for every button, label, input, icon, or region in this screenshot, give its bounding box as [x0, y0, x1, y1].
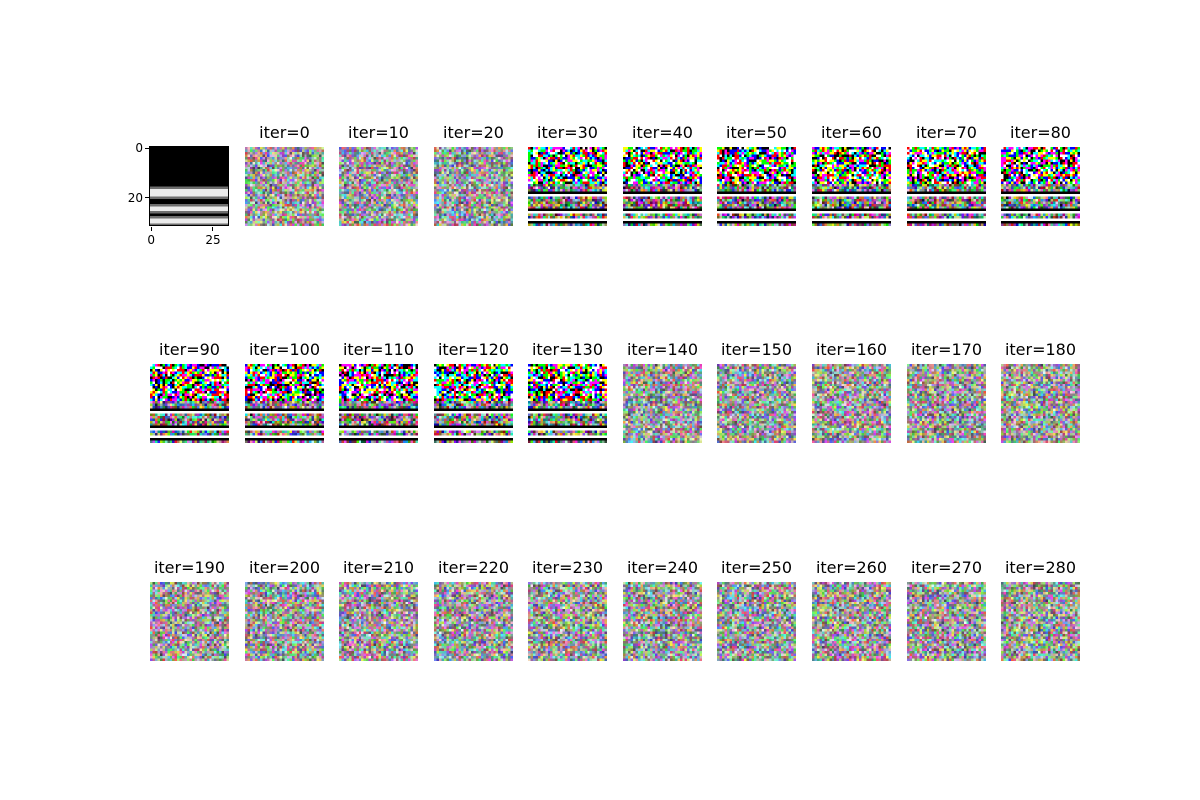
- iteration-image: [339, 364, 418, 443]
- panel-title: iter=140: [626, 340, 699, 359]
- y-tick-label: 20: [127, 190, 144, 205]
- panel-title: iter=120: [437, 340, 510, 359]
- iteration-image: [1001, 147, 1080, 226]
- panel-title: iter=50: [726, 123, 787, 142]
- x-tick-mark: [150, 227, 152, 231]
- iteration-image: [1001, 582, 1080, 661]
- iteration-image: [623, 364, 702, 443]
- iteration-image: [907, 364, 986, 443]
- iteration-image: [434, 582, 513, 661]
- panel-title: iter=90: [159, 340, 220, 359]
- iteration-image: [339, 582, 418, 661]
- panel-title: iter=40: [632, 123, 693, 142]
- panel-title: iter=260: [815, 558, 888, 577]
- reference-image: [150, 147, 229, 226]
- y-tick-label: 0: [135, 141, 144, 156]
- iteration-image: [528, 147, 607, 226]
- iteration-image: [434, 147, 513, 226]
- panel-title: iter=190: [153, 558, 226, 577]
- iteration-image: [528, 582, 607, 661]
- panel-title: iter=200: [248, 558, 321, 577]
- iteration-image: [528, 364, 607, 443]
- panel-title: iter=240: [626, 558, 699, 577]
- panel-title: iter=0: [259, 123, 310, 142]
- panel-title: iter=230: [531, 558, 604, 577]
- panel-title: iter=100: [248, 340, 321, 359]
- panel-title: iter=270: [910, 558, 983, 577]
- panel-title: iter=80: [1010, 123, 1071, 142]
- iteration-image: [245, 147, 324, 226]
- iteration-image: [245, 582, 324, 661]
- panel-title: iter=60: [821, 123, 882, 142]
- iteration-image: [434, 364, 513, 443]
- iteration-image: [1001, 364, 1080, 443]
- panel-title: iter=110: [342, 340, 415, 359]
- iteration-image: [812, 364, 891, 443]
- iteration-image: [907, 147, 986, 226]
- panel-title: iter=160: [815, 340, 888, 359]
- iteration-image: [623, 582, 702, 661]
- iteration-image: [245, 364, 324, 443]
- panel-title: iter=130: [531, 340, 604, 359]
- panel-title: iter=30: [537, 123, 598, 142]
- panel-title: iter=210: [342, 558, 415, 577]
- iteration-image: [907, 582, 986, 661]
- y-tick-mark: [145, 197, 149, 199]
- panel-title: iter=250: [720, 558, 793, 577]
- panel-title: iter=280: [1004, 558, 1077, 577]
- iteration-image: [150, 364, 229, 443]
- panel-title: iter=180: [1004, 340, 1077, 359]
- iteration-image: [812, 147, 891, 226]
- x-tick-label: 25: [205, 233, 221, 247]
- x-tick-label: 0: [147, 233, 156, 247]
- panel-title: iter=220: [437, 558, 510, 577]
- iteration-image: [717, 364, 796, 443]
- iteration-image: [717, 582, 796, 661]
- iteration-image: [812, 582, 891, 661]
- iteration-image: [623, 147, 702, 226]
- panel-title: iter=170: [910, 340, 983, 359]
- iteration-image: [150, 582, 229, 661]
- panel-title: iter=10: [348, 123, 409, 142]
- iteration-image: [717, 147, 796, 226]
- y-tick-mark: [145, 147, 149, 149]
- panel-title: iter=70: [916, 123, 977, 142]
- iteration-image: [339, 147, 418, 226]
- panel-title: iter=150: [720, 340, 793, 359]
- x-tick-mark: [212, 227, 214, 231]
- panel-title: iter=20: [443, 123, 504, 142]
